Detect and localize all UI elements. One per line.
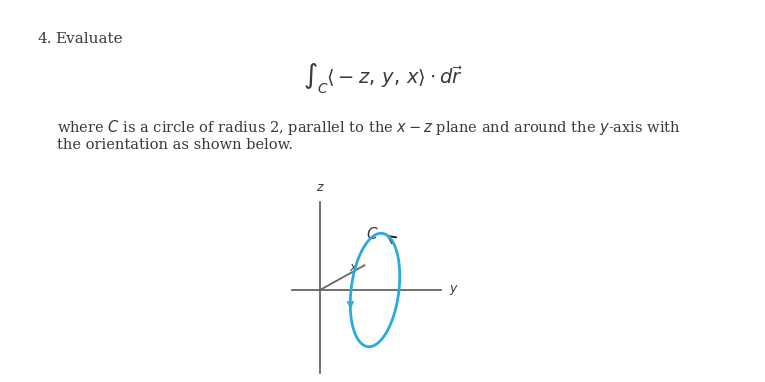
Text: 4.: 4. (38, 32, 53, 46)
Text: $y$: $y$ (449, 283, 459, 297)
Text: $x$: $x$ (349, 261, 359, 274)
Text: Evaluate: Evaluate (55, 32, 122, 46)
Text: $C$: $C$ (366, 226, 379, 242)
Text: the orientation as shown below.: the orientation as shown below. (57, 138, 293, 152)
Text: where $C$ is a circle of radius 2, parallel to the $x - z$ plane and around the : where $C$ is a circle of radius 2, paral… (57, 118, 681, 137)
Text: $z$: $z$ (316, 181, 324, 194)
Text: $\int_C \langle -z,\, y,\, x \rangle \cdot d\vec{r}$: $\int_C \langle -z,\, y,\, x \rangle \cd… (303, 62, 463, 96)
